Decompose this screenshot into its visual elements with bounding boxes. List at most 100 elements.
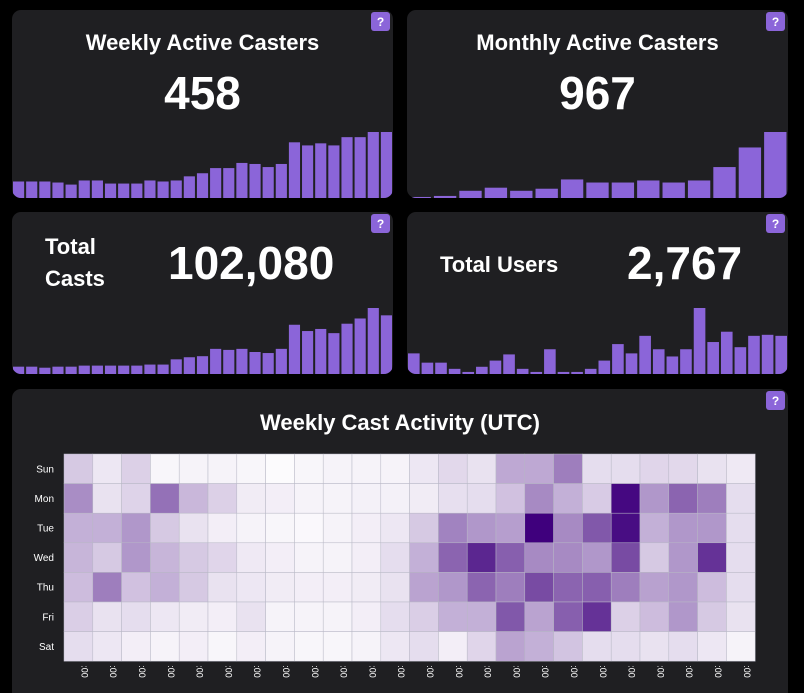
tc-bar [13,366,25,374]
total-casts-help-button[interactable]: ? [371,214,390,233]
heatmap-cell [294,512,324,544]
weekly-cast-activity-card: ? Weekly Cast Activity (UTC) Sun Mon Tue We… [12,389,788,693]
heatmap-cell [524,483,554,514]
heatmap-row-label: Fri [42,612,54,623]
heatmap-cell [409,542,439,573]
wac-bar [367,132,379,198]
heatmap-cell [668,453,698,484]
wac-bar [196,173,209,198]
weekly-cast-activity-heatmap: Sun Mon Tue Wed Thu Fri Sat:00:00:00:00:00:00:… [34,453,756,678]
heatmap-cell [639,512,670,544]
heatmap-cell [63,572,94,603]
heatmap-cell [322,542,353,573]
heatmap-cell [207,601,238,632]
heatmap-col-label: :00 [454,665,464,678]
mac-bar [611,182,635,198]
heatmap-cell [351,601,382,632]
heatmap-cell [92,512,122,544]
heatmap-cell [668,572,698,603]
tc-bar [91,365,103,374]
wac-bar [26,181,38,198]
heatmap-cell [236,601,266,632]
weekly-active-casters-help-button[interactable]: ? [371,12,390,31]
heatmap-cell [466,542,497,573]
wac-bar [223,168,235,198]
heatmap-cell [265,542,295,573]
total-users-help-button[interactable]: ? [766,214,785,233]
heatmap-col-label: :00 [684,665,694,678]
heatmap-cell [495,631,526,662]
heatmap-cell [265,601,295,632]
heatmap-cell [322,572,353,603]
heatmap-cell [668,542,698,573]
monthly-active-casters-help-button[interactable]: ? [766,12,785,31]
heatmap-col-label: :00 [281,665,291,678]
heatmap-cell [207,542,238,573]
heatmap-cell [322,512,353,544]
heatmap-cell [466,483,497,514]
heatmap-cell [150,542,180,573]
heatmap-cell [380,483,410,514]
total-casts-sparkline [13,308,392,374]
wac-bar [302,145,314,198]
heatmap-cell [553,601,583,632]
heatmap-cell [121,631,151,662]
tu-bar [435,362,447,374]
tc-bar [131,365,143,374]
heatmap-cell [639,631,670,662]
heatmap-col-label: :00 [195,665,205,678]
heatmap-cell [294,453,324,484]
tu-bar [598,360,611,374]
wac-bar [13,181,25,198]
heatmap-cell [610,453,641,484]
heatmap-cell [438,601,468,632]
heatmap-cell [409,572,439,603]
wac-bar [275,163,287,198]
tc-bar [118,365,130,374]
heatmap-cell [466,512,497,544]
heatmap-cell [726,631,756,662]
total-casts-value: 102,080 [168,237,335,289]
tc-bar [315,328,327,374]
heatmap-cell [294,631,324,662]
mac-bar [535,188,558,198]
heatmap-cell [409,631,439,662]
monthly-active-casters-value: 967 [559,67,636,119]
heatmap-cell [495,512,526,544]
heatmap-cell [639,601,670,632]
heatmap-cell [178,512,209,544]
heatmap-cell [322,631,353,662]
heatmap-cell [207,483,238,514]
heatmap-cell [409,483,439,514]
heatmap-cell [265,453,295,484]
heatmap-cell [639,542,670,573]
tu-bar [748,335,760,374]
heatmap-cell [610,483,641,514]
heatmap-cell [322,453,353,484]
heatmap-cell [294,601,324,632]
heatmap-col-label: :00 [310,665,320,678]
heatmap-col-label: :00 [137,665,147,678]
heatmap-cell [63,483,94,514]
heatmap-cell [351,572,382,603]
tu-bar [476,366,488,374]
heatmap-cell [236,512,266,544]
heatmap-col-label: :00 [598,665,608,678]
heatmap-cell [582,631,612,662]
heatmap-cell [380,542,410,573]
heatmap-cell [466,601,497,632]
tc-bar [26,366,38,374]
mac-bar [408,196,431,198]
weekly-cast-activity-help-button[interactable]: ? [766,391,785,410]
tu-bar [761,334,774,374]
heatmap-cell [92,542,122,573]
wac-bar [288,142,301,198]
heatmap-cell [265,572,295,603]
heatmap-cell [466,453,497,484]
wac-bar [131,183,143,198]
heatmap-cell [121,453,151,484]
tu-bar [544,349,556,374]
heatmap-cell [697,512,727,544]
tc-bar [341,323,353,374]
wac-bar [236,162,248,198]
